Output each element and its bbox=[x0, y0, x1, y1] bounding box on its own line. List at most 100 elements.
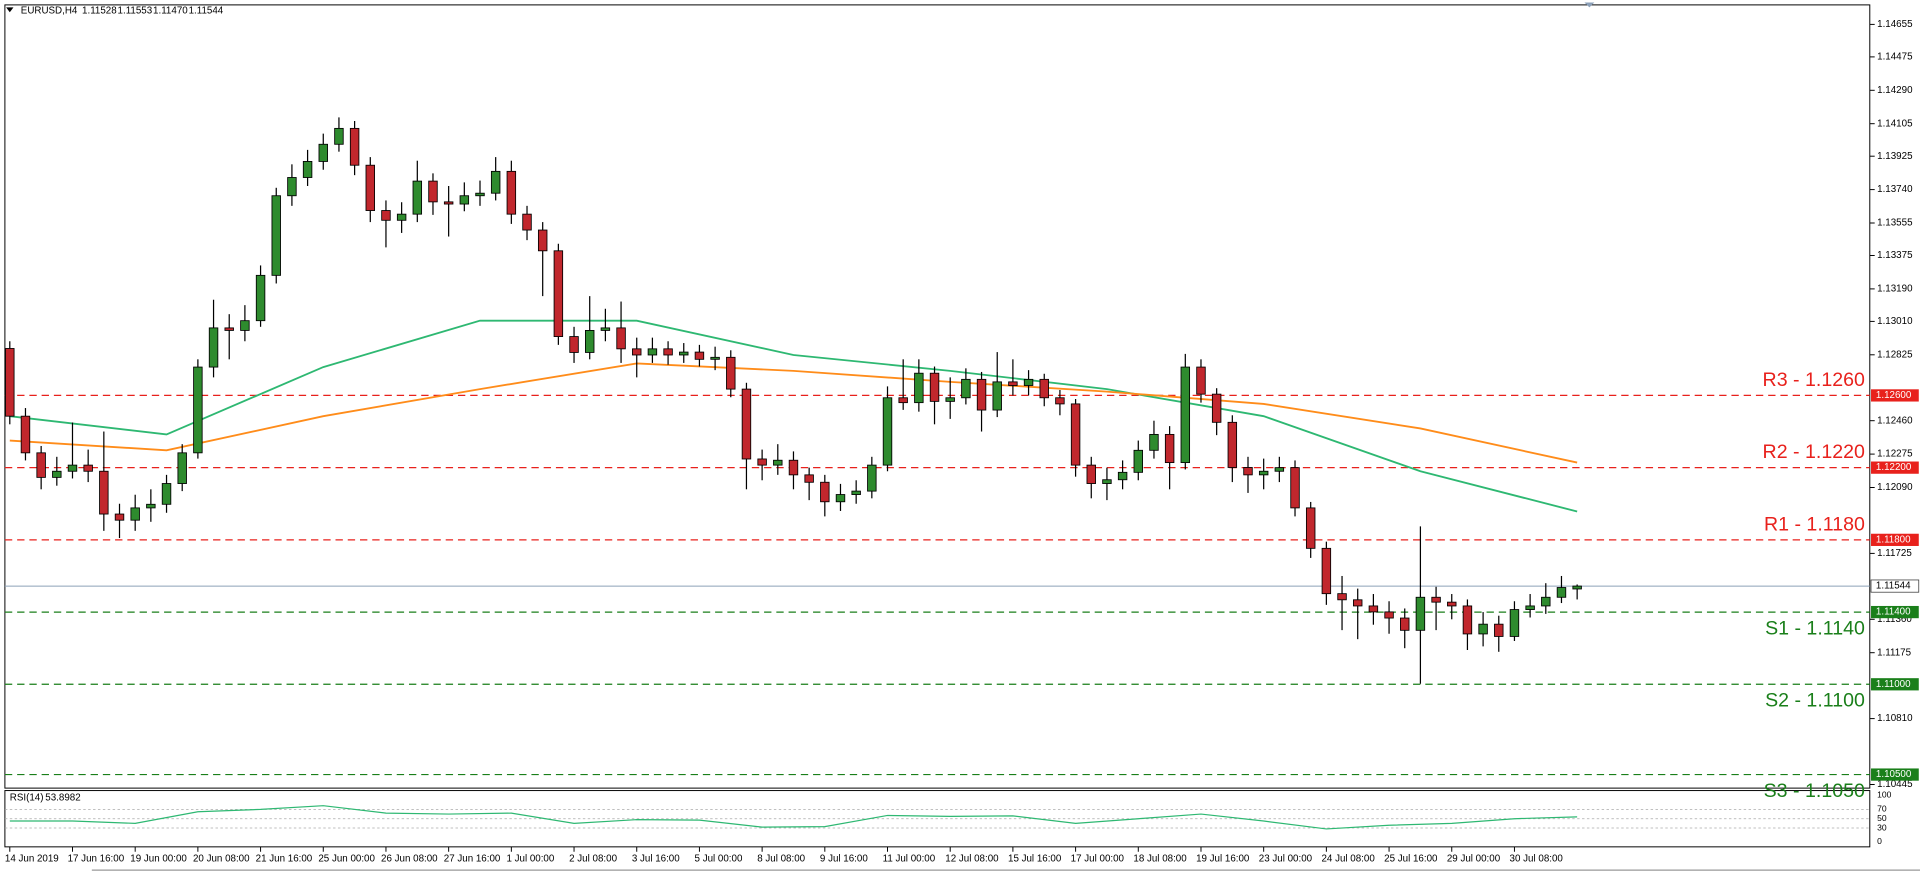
y-tick-label: 1.13925 bbox=[1877, 151, 1913, 162]
x-tick-label: 18 Jul 08:00 bbox=[1133, 854, 1187, 865]
y-tick-label: 1.14475 bbox=[1877, 51, 1913, 62]
level-label: S1 - 1.1140 bbox=[1765, 617, 1865, 639]
y-tick-label: 1.14290 bbox=[1877, 85, 1913, 96]
candle-body bbox=[1102, 479, 1112, 484]
level-price-label: 1.11400 bbox=[1876, 607, 1911, 618]
x-tick-label: 24 Jul 08:00 bbox=[1321, 854, 1375, 865]
candle-body bbox=[67, 464, 78, 472]
candle-body bbox=[616, 327, 626, 350]
candle-body bbox=[365, 164, 375, 211]
x-tick-label: 20 Jun 08:00 bbox=[193, 854, 250, 865]
candle-body bbox=[1447, 601, 1457, 607]
candle-body bbox=[851, 490, 861, 495]
level-price-box bbox=[1871, 461, 1919, 474]
candle-body bbox=[349, 127, 360, 166]
y-tick-label: 1.12460 bbox=[1877, 415, 1913, 426]
candle-body bbox=[83, 464, 93, 472]
candle-body bbox=[193, 366, 203, 454]
candle-body bbox=[381, 210, 391, 221]
x-tick-label: 12 Jul 08:00 bbox=[945, 854, 999, 865]
candle-body bbox=[820, 481, 830, 503]
current-price-label: 1.11544 bbox=[1876, 581, 1911, 592]
candle-body bbox=[334, 127, 344, 145]
candle-body bbox=[5, 348, 15, 417]
candle-body bbox=[240, 320, 250, 331]
candle-body bbox=[1509, 609, 1520, 637]
y-tick-label: 1.10810 bbox=[1877, 713, 1913, 724]
candle-body bbox=[20, 415, 31, 454]
candle-body bbox=[647, 348, 658, 356]
candle-body bbox=[726, 356, 736, 390]
candle-body bbox=[741, 388, 752, 460]
rsi-value: 53.8982 bbox=[45, 792, 80, 803]
candle-body bbox=[537, 229, 548, 252]
candle-body bbox=[1494, 623, 1504, 637]
x-tick-label: 3 Jul 16:00 bbox=[632, 854, 680, 865]
level-label: R3 - 1.1260 bbox=[1763, 369, 1865, 391]
candle-body bbox=[1290, 467, 1300, 509]
candle-body bbox=[898, 397, 908, 404]
candle-body bbox=[506, 170, 517, 215]
rsi-line bbox=[9, 805, 1578, 830]
quote: 1.11528 bbox=[82, 6, 117, 17]
candle-body bbox=[271, 195, 281, 276]
x-tick-label: 19 Jun 00:00 bbox=[130, 854, 187, 865]
candle-body bbox=[867, 464, 877, 492]
candle-body bbox=[1415, 596, 1426, 631]
level-label: S3 - 1.1050 bbox=[1764, 780, 1865, 802]
level-price-label: 1.11800 bbox=[1876, 534, 1911, 545]
rsi-tick-label: 100 bbox=[1877, 790, 1892, 800]
rsi-tick-label: 30 bbox=[1877, 822, 1887, 832]
rsi-tick-label: 70 bbox=[1877, 804, 1887, 814]
candle-body bbox=[600, 327, 611, 331]
candle-body bbox=[788, 459, 799, 476]
candle-body bbox=[1117, 471, 1128, 481]
candle-body bbox=[146, 503, 156, 509]
level-price-label: 1.11000 bbox=[1876, 679, 1911, 690]
candle-body bbox=[475, 192, 485, 197]
quote: 1.11544 bbox=[189, 6, 224, 17]
level-price-label: 1.12200 bbox=[1876, 462, 1912, 473]
candle-body bbox=[1086, 464, 1096, 484]
x-tick-label: 21 Jun 16:00 bbox=[256, 854, 313, 865]
y-tick-label: 1.13555 bbox=[1877, 218, 1913, 229]
level-price-box bbox=[1871, 605, 1919, 619]
candle-body bbox=[1258, 470, 1269, 476]
candle-body bbox=[585, 329, 595, 353]
candle-body bbox=[632, 348, 642, 356]
candle-body bbox=[553, 250, 564, 337]
x-tick-label: 8 Jul 08:00 bbox=[757, 854, 805, 865]
candle-body bbox=[929, 372, 940, 402]
candle-body bbox=[99, 470, 109, 515]
candle-body bbox=[1055, 397, 1065, 405]
candle-body bbox=[36, 452, 46, 478]
moving-average bbox=[9, 362, 1578, 464]
candle-body bbox=[255, 274, 266, 322]
candle-body bbox=[1133, 449, 1143, 473]
price-panel bbox=[4, 4, 1871, 789]
y-tick-label: 1.13010 bbox=[1877, 316, 1913, 327]
level-price-box bbox=[1871, 678, 1919, 691]
candle-body bbox=[1353, 599, 1363, 607]
x-tick-label: 25 Jun 00:00 bbox=[318, 854, 375, 865]
candle-body bbox=[1243, 467, 1253, 476]
candle-body bbox=[318, 143, 328, 162]
candle-body bbox=[177, 452, 187, 484]
x-tick-label: 19 Jul 16:00 bbox=[1196, 854, 1250, 865]
candle-body bbox=[1149, 433, 1159, 451]
symbol: EURUSD,H4 bbox=[21, 6, 78, 17]
candle-body bbox=[114, 513, 125, 521]
menu-arrow[interactable] bbox=[6, 7, 14, 13]
candle-body bbox=[490, 170, 501, 194]
x-tick-label: 26 Jun 08:00 bbox=[381, 854, 438, 865]
candle-body bbox=[914, 372, 924, 404]
candle-body bbox=[1070, 403, 1081, 466]
candle-body bbox=[396, 213, 407, 221]
candle-body bbox=[992, 381, 1002, 411]
candle-body bbox=[804, 474, 814, 483]
candle-body bbox=[1368, 605, 1379, 613]
level-label: R2 - 1.1220 bbox=[1763, 441, 1865, 463]
candle-body bbox=[1337, 593, 1347, 601]
